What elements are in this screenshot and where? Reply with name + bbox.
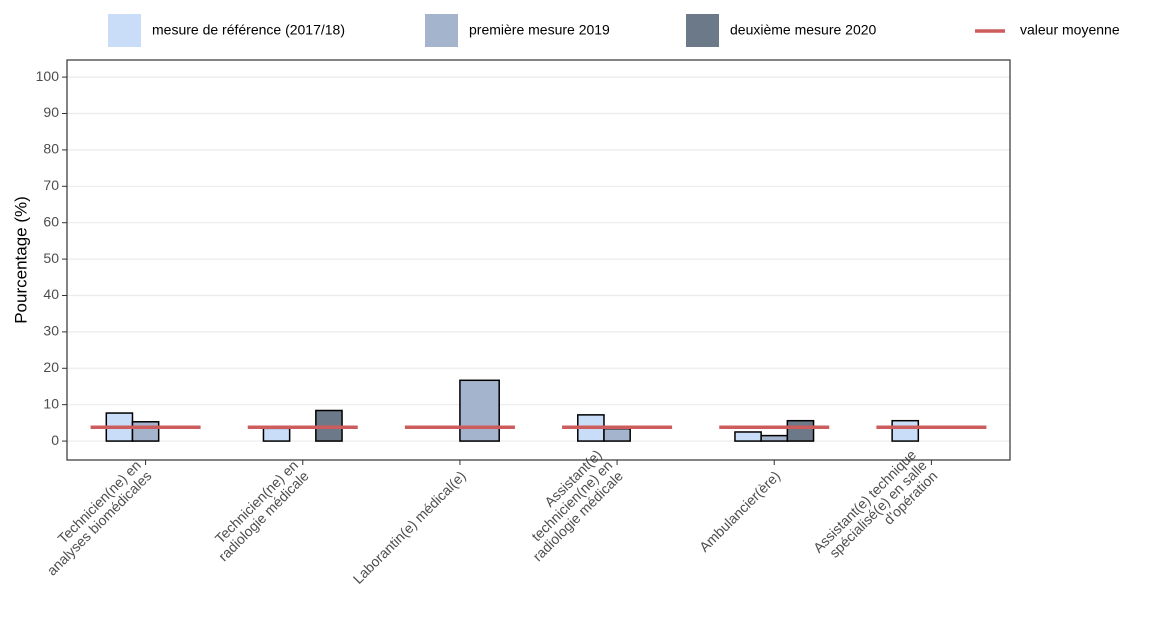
bar [131, 421, 160, 442]
bar [760, 434, 789, 442]
y-tick-label: 20 [43, 359, 59, 375]
legend-label: mesure de référence (2017/18) [152, 22, 345, 38]
y-tick-label: 50 [43, 250, 59, 266]
bar [734, 431, 762, 442]
y-tick-label: 40 [43, 286, 59, 302]
legend-swatch [425, 14, 458, 47]
bar [891, 419, 920, 442]
legend-swatch [108, 14, 141, 47]
bar [786, 419, 815, 442]
y-axis-label: Pourcentage (%) [11, 196, 30, 324]
y-tick-label: 70 [43, 177, 59, 193]
y-tick-label: 10 [43, 395, 59, 411]
x-tick-label: Assistant(e) techniquespécialisé(e) en s… [810, 446, 941, 577]
x-tick-label: Technicien(ne) enanalyses biomédicales [33, 457, 155, 579]
x-tick-label: Ambulancier(ère) [696, 467, 783, 554]
legend-label: première mesure 2019 [469, 22, 610, 38]
x-tick-label: Assistant(e)technicien(ne) enradiologie … [508, 446, 626, 564]
x-tick-label: Technicien(ne) enradiologie médicale [204, 457, 311, 564]
y-tick-label: 30 [43, 323, 59, 339]
legend-label: valeur moyenne [1020, 22, 1120, 38]
legend-label: deuxième mesure 2020 [730, 22, 877, 38]
y-tick-label: 100 [36, 68, 60, 84]
legend-swatch [686, 14, 719, 47]
y-tick-label: 0 [51, 432, 59, 448]
bar [262, 427, 291, 442]
y-tick-label: 60 [43, 213, 59, 229]
bar [603, 427, 631, 442]
y-tick-label: 90 [43, 104, 59, 120]
plot-border [66, 59, 1011, 461]
x-tick-label: Laborantin(e) médical(e) [349, 467, 468, 586]
y-tick-label: 80 [43, 141, 59, 157]
bar [459, 379, 500, 442]
